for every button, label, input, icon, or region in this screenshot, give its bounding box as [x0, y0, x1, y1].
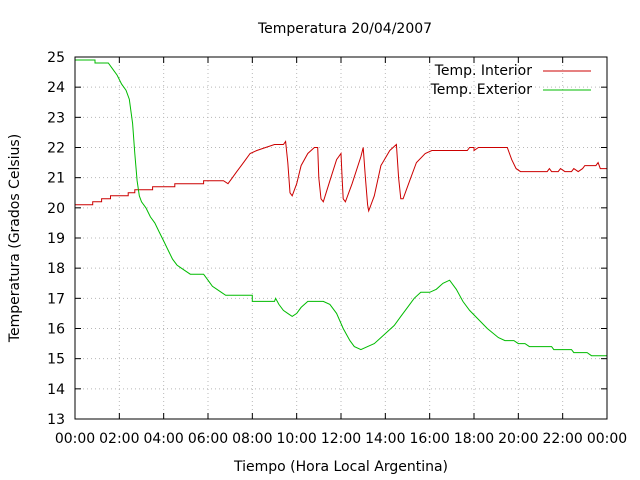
- y-tick-label: 15: [47, 352, 65, 368]
- y-axis-label: Temperatura (Grados Celsius): [7, 134, 23, 343]
- x-tick-label: 04:00: [143, 431, 183, 447]
- y-tick-label: 17: [47, 291, 65, 307]
- series-line-exterior: [75, 59, 607, 357]
- series-line-interior: [75, 140, 607, 213]
- chart-title: Temperatura 20/04/2007: [257, 21, 432, 37]
- x-tick-label: 08:00: [232, 431, 272, 447]
- y-tick-label: 24: [47, 80, 65, 96]
- legend-label: Temp. Interior: [434, 63, 533, 79]
- x-tick-label: 20:00: [498, 431, 538, 447]
- legend-label: Temp. Exterior: [430, 82, 533, 98]
- y-tick-label: 20: [47, 201, 65, 217]
- grid-layer: [75, 57, 607, 419]
- x-tick-label: 00:00: [587, 431, 627, 447]
- y-tick-label: 23: [47, 110, 65, 126]
- x-tick-label: 18:00: [454, 431, 494, 447]
- legend: Temp. Interior Temp. Exterior: [430, 63, 591, 98]
- x-tick-label: 22:00: [542, 431, 582, 447]
- x-axis-label: Tiempo (Hora Local Argentina): [233, 459, 448, 475]
- x-tick-label: 16:00: [409, 431, 449, 447]
- tick-layer: 00:00 02:00 04:00 06:00 08:00 10:00 12:00 14:00…: [47, 50, 627, 447]
- x-tick-label: 14:00: [365, 431, 405, 447]
- x-tick-label: 00:00: [55, 431, 95, 447]
- x-tick-label: 02:00: [99, 431, 139, 447]
- x-tick-label: 06:00: [188, 431, 228, 447]
- y-tick-label: 22: [47, 141, 65, 157]
- y-tick-label: 18: [47, 261, 65, 277]
- y-tick-label: 16: [47, 322, 65, 338]
- y-tick-label: 21: [47, 171, 65, 187]
- y-tick-label: 19: [47, 231, 65, 247]
- y-tick-label: 25: [47, 50, 65, 66]
- x-tick-label: 12:00: [321, 431, 361, 447]
- series-layer: [75, 59, 607, 357]
- y-tick-label: 13: [47, 412, 65, 428]
- x-tick-label: 10:00: [276, 431, 316, 447]
- y-tick-label: 14: [47, 382, 65, 398]
